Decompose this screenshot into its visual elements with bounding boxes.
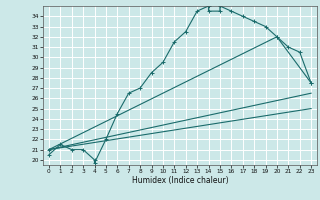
X-axis label: Humidex (Indice chaleur): Humidex (Indice chaleur) <box>132 176 228 185</box>
